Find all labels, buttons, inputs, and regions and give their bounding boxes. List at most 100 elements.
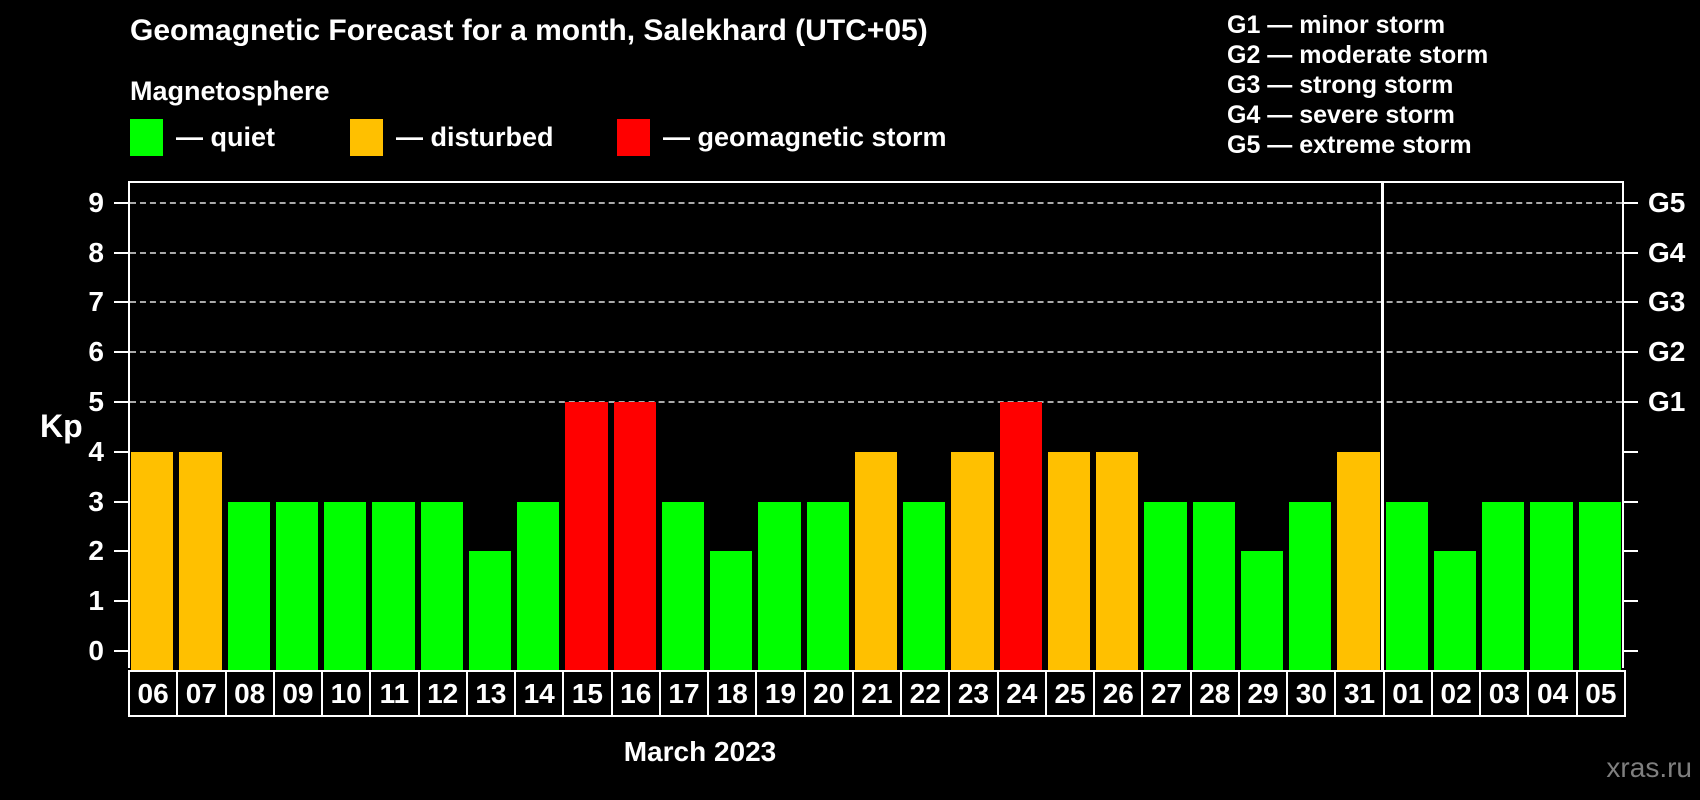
- y-tick-right-2: [1624, 550, 1638, 553]
- y-tick-left-1: [114, 600, 128, 603]
- legend-label-storm: — geomagnetic storm: [663, 121, 947, 152]
- y-tick-right-3: [1624, 500, 1638, 503]
- bar-day-03: [1482, 501, 1525, 670]
- y-tick-label-9: 9: [88, 186, 104, 218]
- legend-item-quiet: — quiet: [130, 116, 275, 158]
- quiet-color-swatch: [130, 118, 163, 156]
- bar-day-17: [661, 501, 705, 670]
- y-axis-label: Kp: [40, 408, 83, 444]
- y-tick-right-0: [1624, 650, 1638, 652]
- storm-scale-line-g1: G1 — minor storm: [1227, 11, 1446, 39]
- storm-scale-line-g4: G4 — severe storm: [1227, 101, 1455, 129]
- legend-label-disturbed: — disturbed: [396, 121, 554, 152]
- bar-day-04: [1530, 501, 1573, 670]
- y-tick-right-1: [1624, 600, 1638, 603]
- storm-scale-line-g3: G3 — strong storm: [1227, 71, 1454, 99]
- y-tick-right-5: [1624, 401, 1638, 403]
- chart-title: Geomagnetic Forecast for a month, Salekh…: [130, 14, 928, 47]
- legend-label-quiet: — quiet: [176, 121, 275, 152]
- y-tick-left-3: [114, 500, 128, 503]
- x-axis-month-label: March 2023: [623, 736, 777, 767]
- day-cell-17: 17: [658, 670, 710, 717]
- y-tick-left-5: [114, 401, 128, 403]
- y-tick-right-9: [1624, 201, 1638, 204]
- y-tick-label-3: 3: [88, 485, 104, 517]
- day-cell-24: 24: [996, 670, 1047, 717]
- disturbed-color-swatch: [350, 118, 383, 156]
- day-cell-31: 31: [1334, 670, 1385, 717]
- day-cell-05: 05: [1575, 670, 1626, 717]
- y-tick-left-8: [114, 251, 128, 254]
- bar-day-07: [179, 451, 222, 670]
- y-tick-label-6: 6: [88, 336, 104, 368]
- bar-day-22: [903, 501, 946, 670]
- gridline-kp-6: [130, 351, 1622, 354]
- day-cell-23: 23: [948, 670, 999, 717]
- g-axis-label-g5: G5: [1648, 186, 1686, 218]
- gridline-kp-8: [130, 251, 1622, 254]
- day-cell-19: 19: [755, 670, 806, 717]
- g-axis-label-g4: G4: [1648, 236, 1686, 268]
- bar-day-13: [468, 551, 512, 670]
- day-cell-26: 26: [1093, 670, 1144, 717]
- day-cell-07: 07: [176, 670, 227, 717]
- chart-subtitle: Magnetosphere: [130, 76, 330, 106]
- day-cell-15: 15: [562, 670, 613, 717]
- day-cell-02: 02: [1430, 670, 1482, 717]
- bar-day-08: [227, 501, 270, 670]
- y-tick-label-8: 8: [88, 236, 104, 268]
- day-cell-30: 30: [1286, 670, 1337, 717]
- bar-day-01: [1385, 501, 1428, 670]
- bar-day-27: [1144, 501, 1187, 670]
- bar-day-18: [710, 551, 753, 670]
- y-tick-left-2: [114, 550, 128, 553]
- day-cell-12: 12: [417, 670, 468, 717]
- g-axis-label-g1: G1: [1648, 386, 1686, 417]
- bar-day-16: [613, 402, 656, 670]
- storm-scale-line-g2: G2 — moderate storm: [1227, 41, 1489, 69]
- day-cell-10: 10: [321, 670, 372, 717]
- bar-day-30: [1289, 501, 1332, 670]
- day-cell-28: 28: [1189, 670, 1240, 717]
- day-cell-08: 08: [224, 670, 275, 717]
- bar-day-05: [1578, 501, 1621, 670]
- day-cell-13: 13: [465, 670, 517, 717]
- day-cell-21: 21: [851, 670, 903, 717]
- storm-color-swatch: [617, 118, 650, 156]
- month-separator: [1381, 181, 1385, 670]
- g-axis-label-g2: G2: [1648, 336, 1686, 368]
- bar-day-21: [854, 451, 898, 670]
- day-cell-16: 16: [610, 670, 661, 717]
- gridline-kp-5: [130, 401, 1622, 403]
- day-cell-20: 20: [803, 670, 854, 717]
- day-cell-29: 29: [1237, 670, 1289, 717]
- gridline-kp-7: [130, 301, 1622, 304]
- bar-day-20: [806, 501, 849, 670]
- watermark: xras.ru: [1606, 752, 1692, 783]
- bar-day-29: [1240, 551, 1284, 670]
- gridline-kp-9: [130, 201, 1622, 204]
- y-tick-right-4: [1624, 450, 1638, 453]
- y-tick-left-0: [114, 650, 128, 652]
- y-tick-right-8: [1624, 251, 1638, 254]
- bar-day-10: [324, 501, 367, 670]
- y-tick-left-7: [114, 301, 128, 304]
- bar-day-25: [1047, 451, 1091, 670]
- y-tick-label-4: 4: [88, 435, 104, 467]
- day-cell-01: 01: [1382, 670, 1433, 717]
- bar-day-23: [951, 451, 994, 670]
- y-tick-left-9: [114, 201, 128, 204]
- y-tick-label-7: 7: [88, 286, 104, 318]
- bar-day-15: [565, 402, 608, 670]
- day-cell-06: 06: [128, 670, 179, 717]
- bar-day-19: [758, 501, 801, 670]
- day-cell-25: 25: [1044, 670, 1096, 717]
- bar-day-02: [1433, 551, 1477, 670]
- day-cell-27: 27: [1141, 670, 1192, 717]
- y-tick-right-7: [1624, 301, 1638, 304]
- plot-frame: [128, 181, 1624, 668]
- y-tick-right-6: [1624, 351, 1638, 354]
- y-tick-left-6: [114, 351, 128, 354]
- day-cell-18: 18: [707, 670, 758, 717]
